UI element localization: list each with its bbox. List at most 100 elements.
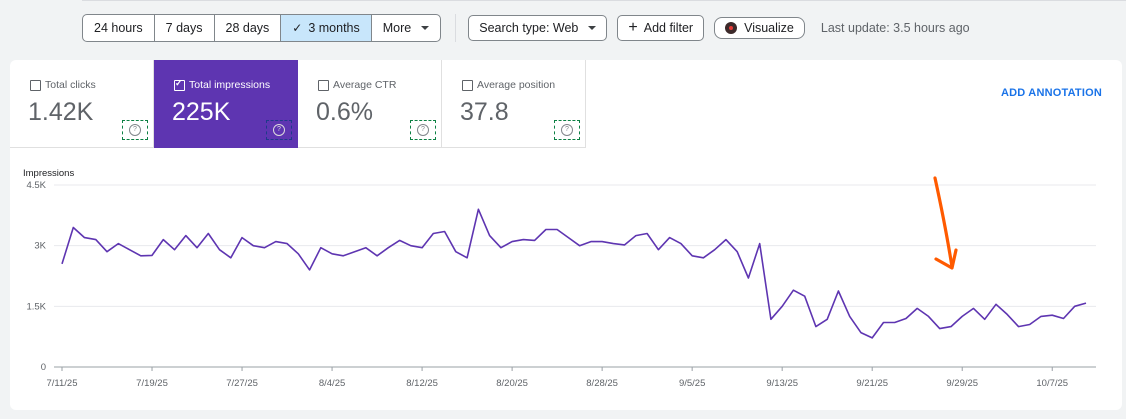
data-point[interactable] bbox=[487, 233, 492, 238]
data-point[interactable] bbox=[285, 241, 290, 246]
data-point[interactable] bbox=[172, 247, 177, 252]
data-point[interactable] bbox=[1050, 313, 1055, 318]
data-point[interactable] bbox=[1027, 322, 1032, 327]
data-point[interactable] bbox=[735, 249, 740, 254]
checkbox[interactable] bbox=[174, 78, 185, 91]
data-point[interactable] bbox=[690, 253, 695, 258]
data-point[interactable] bbox=[926, 314, 931, 319]
data-point[interactable] bbox=[768, 317, 773, 322]
data-point[interactable] bbox=[408, 243, 413, 248]
data-point[interactable] bbox=[667, 235, 672, 240]
range-24-hours-button[interactable]: 24 hours bbox=[83, 15, 155, 41]
help-icon[interactable]: ? bbox=[266, 120, 292, 140]
range-28-days-button[interactable]: 28 days bbox=[215, 15, 282, 41]
data-point[interactable] bbox=[555, 227, 560, 232]
add-annotation-button[interactable]: ADD ANNOTATION bbox=[1001, 87, 1102, 99]
data-point[interactable] bbox=[71, 225, 76, 230]
data-point[interactable] bbox=[813, 324, 818, 329]
data-point[interactable] bbox=[948, 324, 953, 329]
data-point[interactable] bbox=[465, 255, 470, 260]
metric-average-position[interactable]: Average position 37.8 ? bbox=[442, 60, 586, 148]
data-point[interactable] bbox=[723, 237, 728, 242]
data-point[interactable] bbox=[228, 255, 233, 260]
data-point[interactable] bbox=[217, 247, 222, 252]
data-point[interactable] bbox=[1072, 304, 1077, 309]
data-point[interactable] bbox=[1061, 316, 1066, 321]
data-point[interactable] bbox=[240, 235, 245, 240]
data-point[interactable] bbox=[903, 316, 908, 321]
data-point[interactable] bbox=[678, 241, 683, 246]
data-point[interactable] bbox=[296, 251, 301, 256]
metric-average-ctr[interactable]: Average CTR 0.6% ? bbox=[298, 60, 442, 148]
data-point[interactable] bbox=[330, 251, 335, 256]
data-point[interactable] bbox=[858, 330, 863, 335]
data-point[interactable] bbox=[386, 245, 391, 250]
data-point[interactable] bbox=[161, 237, 166, 242]
data-point[interactable] bbox=[543, 227, 548, 232]
data-point[interactable] bbox=[588, 239, 593, 244]
range-7-days-button[interactable]: 7 days bbox=[155, 15, 215, 41]
data-point[interactable] bbox=[510, 239, 515, 244]
data-point[interactable] bbox=[442, 229, 447, 234]
help-icon[interactable]: ? bbox=[410, 120, 436, 140]
metric-total-impressions[interactable]: Total impressions 225K ? bbox=[154, 60, 298, 148]
data-point[interactable] bbox=[701, 255, 706, 260]
data-point[interactable] bbox=[397, 238, 402, 243]
help-icon[interactable]: ? bbox=[122, 120, 148, 140]
data-point[interactable] bbox=[825, 317, 830, 322]
data-point[interactable] bbox=[318, 245, 323, 250]
data-point[interactable] bbox=[915, 306, 920, 311]
data-point[interactable] bbox=[600, 239, 605, 244]
data-point[interactable] bbox=[870, 335, 875, 340]
data-point[interactable] bbox=[881, 320, 886, 325]
data-point[interactable] bbox=[307, 267, 312, 272]
data-point[interactable] bbox=[757, 241, 762, 246]
data-point[interactable] bbox=[1084, 301, 1089, 306]
data-point[interactable] bbox=[622, 242, 627, 247]
data-point[interactable] bbox=[150, 253, 155, 258]
metric-total-clicks[interactable]: Total clicks 1.42K ? bbox=[10, 60, 154, 148]
data-point[interactable] bbox=[363, 245, 368, 250]
data-point[interactable] bbox=[847, 314, 852, 319]
data-point[interactable] bbox=[1038, 314, 1043, 319]
data-point[interactable] bbox=[82, 235, 87, 240]
data-point[interactable] bbox=[206, 231, 211, 236]
data-point[interactable] bbox=[262, 245, 267, 250]
data-point[interactable] bbox=[375, 253, 380, 258]
data-point[interactable] bbox=[116, 241, 121, 246]
data-point[interactable] bbox=[195, 245, 200, 250]
checkbox[interactable] bbox=[462, 80, 473, 91]
data-point[interactable] bbox=[937, 326, 942, 331]
data-point[interactable] bbox=[498, 245, 503, 250]
search-type-dropdown[interactable]: Search type: Web bbox=[468, 15, 608, 41]
data-point[interactable] bbox=[892, 320, 897, 325]
data-point[interactable] bbox=[453, 249, 458, 254]
data-point[interactable] bbox=[746, 276, 751, 281]
data-point[interactable] bbox=[93, 237, 98, 242]
visualize-button[interactable]: Visualize bbox=[714, 17, 805, 39]
range-more-dropdown[interactable]: More bbox=[372, 15, 440, 41]
data-point[interactable] bbox=[993, 302, 998, 307]
data-point[interactable] bbox=[273, 239, 278, 244]
data-point[interactable] bbox=[802, 294, 807, 299]
data-point[interactable] bbox=[251, 243, 256, 248]
data-point[interactable] bbox=[431, 231, 436, 236]
data-point[interactable] bbox=[712, 247, 717, 252]
data-point[interactable] bbox=[138, 253, 143, 258]
data-point[interactable] bbox=[1016, 324, 1021, 329]
data-point[interactable] bbox=[633, 233, 638, 238]
data-point[interactable] bbox=[611, 241, 616, 246]
data-point[interactable] bbox=[836, 288, 841, 293]
data-point[interactable] bbox=[971, 306, 976, 311]
data-point[interactable] bbox=[791, 288, 796, 293]
data-point[interactable] bbox=[105, 249, 110, 254]
data-point[interactable] bbox=[982, 317, 987, 322]
data-point[interactable] bbox=[960, 314, 965, 319]
data-point[interactable] bbox=[341, 253, 346, 258]
data-point[interactable] bbox=[566, 235, 571, 240]
data-point[interactable] bbox=[1005, 312, 1010, 317]
data-point[interactable] bbox=[476, 207, 481, 212]
add-filter-button[interactable]: + Add filter bbox=[617, 15, 705, 41]
data-point[interactable] bbox=[780, 304, 785, 309]
checkbox[interactable] bbox=[318, 80, 329, 91]
